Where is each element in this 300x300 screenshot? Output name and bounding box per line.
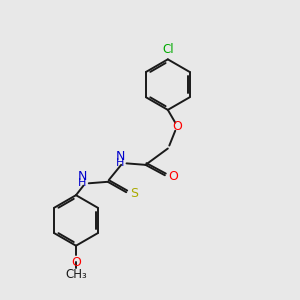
Text: H: H (78, 178, 86, 188)
Text: H: H (116, 158, 124, 168)
Text: N: N (116, 150, 125, 163)
Text: N: N (78, 170, 87, 183)
Text: CH₃: CH₃ (65, 268, 87, 281)
Text: O: O (71, 256, 81, 269)
Text: Cl: Cl (162, 43, 174, 56)
Text: O: O (168, 170, 178, 183)
Text: S: S (130, 187, 138, 200)
Text: O: O (172, 120, 182, 133)
